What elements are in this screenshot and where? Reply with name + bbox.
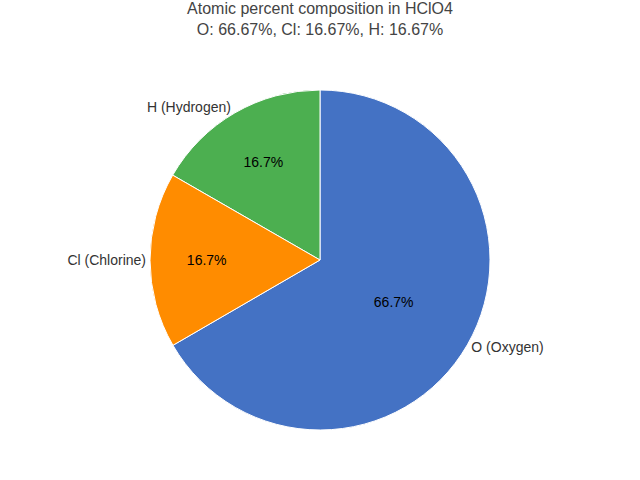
svg-text:16.7%: 16.7%	[187, 252, 227, 268]
svg-text:66.7%: 66.7%	[374, 294, 414, 310]
svg-text:O (Oxygen): O (Oxygen)	[471, 339, 543, 355]
svg-text:H (Hydrogen): H (Hydrogen)	[147, 99, 231, 115]
svg-text:Cl (Chlorine): Cl (Chlorine)	[67, 252, 146, 268]
svg-text:16.7%: 16.7%	[243, 154, 283, 170]
svg-text:Atomic percent composition in: Atomic percent composition in HClO4O: 66…	[187, 0, 453, 38]
